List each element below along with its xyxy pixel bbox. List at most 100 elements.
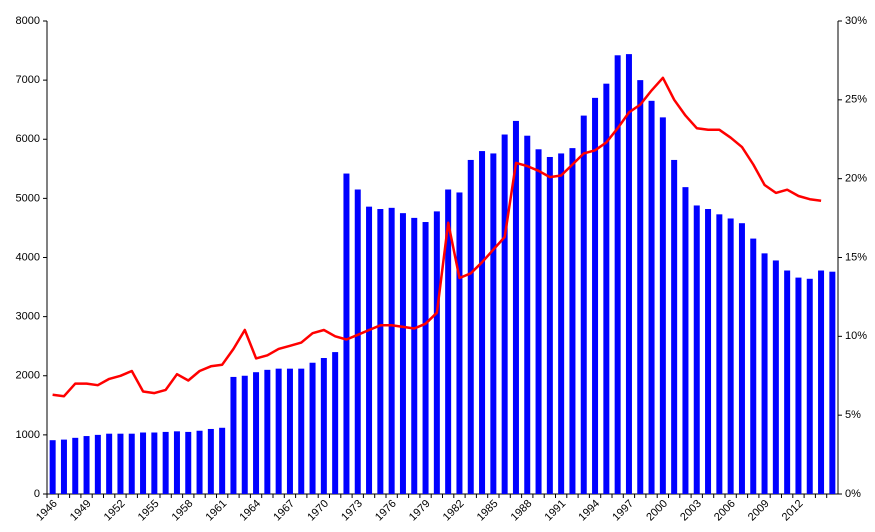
- bar: [399, 213, 406, 494]
- bar: [185, 431, 192, 494]
- bar: [603, 83, 610, 495]
- x-tick-label: 1991: [543, 498, 569, 524]
- bar: [230, 376, 237, 494]
- bar: [253, 372, 260, 494]
- bar: [433, 211, 440, 494]
- x-tick-label: 2000: [644, 498, 670, 524]
- bar: [343, 173, 350, 495]
- bar: [648, 100, 655, 494]
- x-tick-label: 1961: [204, 498, 230, 524]
- bar: [784, 270, 791, 494]
- y-tick-label: 8000: [16, 15, 40, 27]
- bar: [546, 156, 553, 495]
- bar: [524, 135, 531, 494]
- bar: [94, 434, 101, 494]
- x-tick-label: 1964: [237, 498, 263, 524]
- bar: [309, 362, 316, 494]
- x-tick-label: 1982: [441, 498, 467, 524]
- y2-tick-label: 10%: [845, 330, 867, 342]
- x-tick-label: 1946: [34, 498, 60, 524]
- y2-tick-label: 30%: [845, 15, 867, 27]
- bar: [738, 223, 745, 494]
- x-tick-label: 1958: [170, 498, 196, 524]
- x-tick-label: 2009: [746, 498, 772, 524]
- bar: [693, 205, 700, 494]
- y-tick-label: 1000: [16, 429, 40, 441]
- bar: [173, 431, 180, 494]
- bar: [411, 217, 418, 495]
- bar: [320, 358, 327, 494]
- x-tick-label: 2003: [678, 498, 704, 524]
- y-tick-label: 0: [34, 488, 40, 500]
- bar: [117, 433, 124, 494]
- bar: [72, 437, 79, 494]
- bar: [716, 214, 723, 494]
- bar: [637, 80, 644, 494]
- bar: [569, 148, 576, 494]
- y-tick-label: 7000: [16, 74, 40, 86]
- y-tick-label: 5000: [16, 192, 40, 204]
- bar: [106, 433, 113, 494]
- bar: [479, 151, 486, 494]
- bar: [467, 159, 474, 494]
- y2-tick-label: 20%: [845, 173, 867, 185]
- bar: [501, 134, 508, 494]
- bar: [151, 432, 158, 494]
- bar: [806, 278, 813, 494]
- bar: [264, 369, 271, 494]
- bar: [535, 149, 542, 494]
- x-tick-label: 1997: [610, 498, 636, 524]
- bar: [727, 218, 734, 495]
- bar: [705, 209, 712, 494]
- y-tick-label: 2000: [16, 370, 40, 382]
- bar: [659, 117, 666, 494]
- bar: [671, 159, 678, 494]
- x-tick-label: 1967: [271, 498, 297, 524]
- bar: [422, 222, 429, 494]
- bar: [512, 120, 519, 494]
- bar: [377, 209, 384, 494]
- bar: [286, 368, 293, 494]
- y2-tick-label: 0%: [845, 488, 861, 500]
- bar: [354, 189, 361, 494]
- x-tick-label: 1949: [68, 498, 94, 524]
- bar: [162, 431, 169, 494]
- bar: [219, 427, 226, 494]
- bar: [128, 433, 135, 494]
- bar: [580, 115, 587, 494]
- bar: [750, 238, 757, 494]
- bar: [772, 260, 779, 494]
- x-tick-label: 1985: [475, 498, 501, 524]
- x-tick-label: 1994: [576, 498, 602, 524]
- bar: [366, 206, 373, 494]
- x-tick-label: 1979: [407, 498, 433, 524]
- x-tick-label: 1955: [136, 498, 162, 524]
- y2-tick-label: 15%: [845, 251, 867, 263]
- bar: [829, 271, 836, 494]
- bar: [49, 440, 56, 494]
- bar: [625, 54, 632, 495]
- x-tick-label: 2006: [712, 498, 738, 524]
- bar: [592, 97, 599, 495]
- bar: [332, 352, 339, 494]
- bar: [298, 368, 305, 494]
- bar: [241, 375, 248, 494]
- x-tick-label: 1970: [305, 498, 331, 524]
- bar: [456, 192, 463, 494]
- bar: [761, 253, 768, 494]
- y-tick-label: 4000: [16, 251, 40, 263]
- bar: [140, 432, 147, 494]
- bar: [207, 428, 214, 494]
- bar: [83, 436, 90, 494]
- bar: [614, 55, 621, 494]
- y2-tick-label: 5%: [845, 409, 861, 421]
- y2-tick-label: 25%: [845, 94, 867, 106]
- x-tick-label: 1973: [339, 498, 365, 524]
- bar: [60, 439, 67, 494]
- line: [52, 76, 822, 398]
- y-tick-label: 6000: [16, 133, 40, 145]
- bar: [795, 277, 802, 494]
- bar: [388, 207, 395, 494]
